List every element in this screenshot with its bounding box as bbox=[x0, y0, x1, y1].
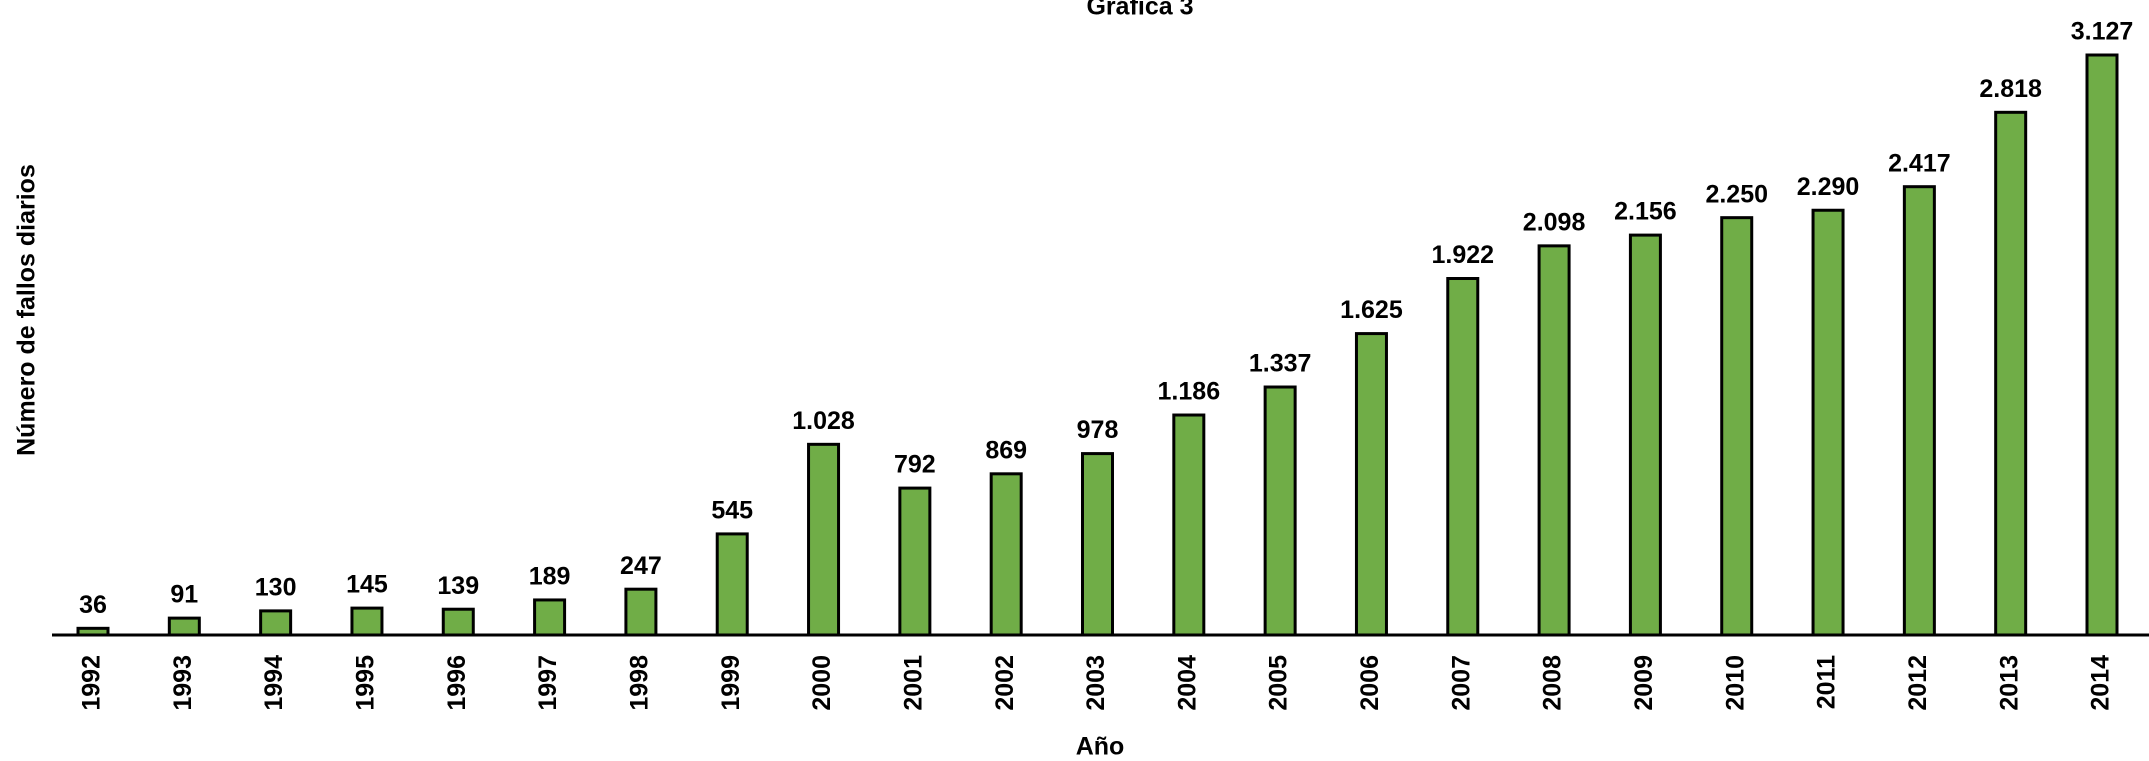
value-label: 1.922 bbox=[1431, 241, 1494, 269]
bar bbox=[1902, 185, 1936, 637]
bar bbox=[259, 609, 293, 637]
x-axis-label: Año bbox=[1076, 733, 1125, 761]
x-tick-label: 2007 bbox=[1447, 655, 1475, 711]
bar bbox=[1172, 413, 1206, 637]
bar bbox=[167, 616, 201, 637]
value-label: 3.127 bbox=[2071, 18, 2134, 46]
x-tick-label: 2002 bbox=[991, 655, 1019, 711]
bar bbox=[1811, 208, 1845, 637]
bar bbox=[898, 486, 932, 637]
value-label: 91 bbox=[170, 581, 198, 609]
bar bbox=[1537, 244, 1571, 637]
bar bbox=[533, 598, 567, 637]
x-tick-label: 2012 bbox=[1904, 655, 1932, 711]
value-label: 36 bbox=[79, 591, 107, 619]
x-tick-label: 1998 bbox=[626, 655, 654, 711]
bar bbox=[715, 532, 749, 637]
value-label: 145 bbox=[346, 571, 388, 599]
x-tick-label: 2006 bbox=[1356, 655, 1384, 711]
x-tick-label: 1997 bbox=[534, 655, 562, 711]
value-label: 247 bbox=[620, 552, 662, 580]
value-label: 130 bbox=[255, 573, 297, 601]
bar bbox=[1446, 277, 1480, 637]
value-label: 139 bbox=[437, 572, 479, 600]
x-tick-label: 1993 bbox=[169, 655, 197, 711]
bar bbox=[1720, 216, 1754, 637]
value-label: 2.156 bbox=[1614, 198, 1677, 226]
x-tick-label: 2005 bbox=[1265, 655, 1293, 711]
value-label: 1.337 bbox=[1249, 350, 1312, 378]
x-tick-label: 2009 bbox=[1630, 655, 1658, 711]
bar bbox=[1628, 233, 1662, 637]
x-tick-label: 2001 bbox=[899, 655, 927, 711]
value-label: 2.290 bbox=[1797, 173, 1860, 201]
bar bbox=[807, 442, 841, 637]
value-label: 2.818 bbox=[1979, 75, 2042, 103]
bar bbox=[624, 587, 658, 637]
value-label: 792 bbox=[894, 451, 936, 479]
x-tick-label: 2010 bbox=[1721, 655, 1749, 711]
x-tick-label: 1996 bbox=[443, 655, 471, 711]
bar bbox=[1994, 110, 2028, 637]
x-tick-label: 2004 bbox=[1173, 655, 1201, 711]
bar bbox=[76, 626, 110, 637]
value-label: 2.417 bbox=[1888, 149, 1951, 177]
chart-title: Gráfica 3 bbox=[1086, 0, 1193, 21]
x-tick-label: 1992 bbox=[78, 655, 106, 711]
value-label: 189 bbox=[529, 563, 571, 591]
bar bbox=[1354, 332, 1388, 637]
value-label: 2.250 bbox=[1705, 180, 1768, 208]
value-label: 2.098 bbox=[1523, 208, 1586, 236]
bar bbox=[989, 472, 1023, 637]
bar bbox=[2085, 53, 2119, 637]
x-tick-label: 2013 bbox=[1995, 655, 2023, 711]
x-tick-label: 2011 bbox=[1813, 655, 1841, 709]
x-tick-label: 2000 bbox=[808, 655, 836, 711]
value-label: 1.186 bbox=[1158, 378, 1221, 406]
x-tick-label: 2003 bbox=[1082, 655, 1110, 711]
value-label: 545 bbox=[711, 497, 753, 525]
value-label: 978 bbox=[1077, 416, 1119, 444]
x-tick-label: 2014 bbox=[2087, 655, 2115, 711]
bar bbox=[350, 606, 384, 637]
bar bbox=[441, 607, 475, 637]
value-label: 1.625 bbox=[1340, 296, 1403, 324]
value-label: 1.028 bbox=[792, 407, 855, 435]
x-tick-label: 1994 bbox=[260, 655, 288, 711]
bar bbox=[1263, 385, 1297, 637]
x-tick-label: 1999 bbox=[717, 655, 745, 711]
y-axis-label: Número de fallos diarios bbox=[13, 164, 41, 456]
x-tick-label: 2008 bbox=[1539, 655, 1567, 711]
value-label: 869 bbox=[985, 436, 1027, 464]
bar bbox=[1081, 452, 1114, 637]
x-tick-label: 1995 bbox=[352, 655, 380, 711]
